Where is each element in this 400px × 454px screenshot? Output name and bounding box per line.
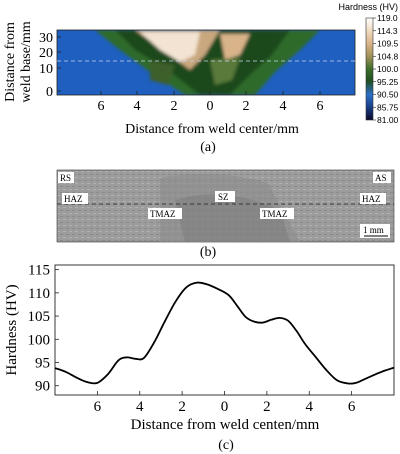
label-box-haz-right [360, 193, 386, 204]
heatmap-x-tick-label: 4 [134, 99, 141, 114]
colorbar-tick-label: 90.50 [377, 90, 399, 100]
heatmap-x-axis-label: Distance from weld center/mm [125, 122, 299, 137]
heatmap-y-tick-label: 20 [39, 46, 53, 61]
label-haz-right: HAZ [362, 194, 381, 204]
heatmap-x-tick-label: 4 [280, 99, 287, 114]
line-y-tick-label: 100 [28, 332, 51, 348]
nugget-shape [175, 194, 290, 242]
line-y-tick-label: 110 [28, 286, 50, 302]
label-tmaz-right: TMAZ [262, 209, 288, 219]
heatmap-x-tick-label: 6 [98, 99, 105, 114]
heatmap-y-tick-label: 30 [39, 31, 53, 46]
heatmap-field [57, 30, 355, 95]
colorbar-gradient [365, 17, 374, 121]
line-x-tick-label: 2 [263, 399, 271, 415]
label-box-sz [215, 191, 235, 202]
colorbar-tick-label: 114.3 [377, 26, 398, 36]
colorbar-tick-label: 104.8 [377, 51, 399, 61]
micrograph-caption: (b) [200, 245, 217, 260]
micrograph-panel: RS AS HAZ HAZ SZ TMAZ TMAZ 1 mm (b) [56, 169, 395, 260]
label-box-tmaz-left [148, 208, 182, 219]
colorbar: Hardness (HV) 119.0 114.3 109.5 104.8 100.0 9… [338, 2, 398, 125]
colorbar-title: Hardness (HV) [338, 2, 398, 12]
line-chart-y-axis-label: Hardness (HV) [4, 284, 20, 375]
label-box-as [373, 172, 391, 183]
scale-bar-box [360, 224, 390, 238]
line-x-tick-label: 4 [306, 399, 314, 415]
label-as: AS [375, 173, 387, 183]
colorbar-tick-label: 81.00 [377, 115, 399, 125]
scale-bar-label: 1 mm [363, 225, 384, 235]
label-tmaz-left: TMAZ [150, 209, 176, 219]
colorbar-tick-label: 100.0 [377, 64, 399, 74]
heatmap-y-axis-label-line2: weld base/mm [19, 21, 34, 102]
hardness-line [54, 281, 395, 385]
line-y-tick-label: 90 [35, 379, 50, 395]
line-chart-x-axis-label: Distance from weld centen/mm [131, 417, 320, 433]
label-rs: RS [60, 173, 71, 183]
heatmap-y-axis-label-line1: Distance from [3, 22, 18, 102]
colorbar-tick-label: 119.0 [377, 13, 398, 23]
line-y-tick-label: 105 [28, 309, 51, 325]
colorbar-tick-label: 85.75 [377, 102, 399, 112]
line-y-tick-label: 95 [35, 356, 50, 372]
colorbar-tick-label: 109.5 [377, 39, 399, 49]
line-y-tick-label: 115 [28, 263, 50, 279]
label-sz: SZ [218, 192, 229, 202]
label-box-rs [58, 172, 74, 183]
line-chart-caption: (c) [218, 438, 234, 453]
line-x-tick-label: 6 [94, 399, 102, 415]
heatmap-x-tick-label: 2 [243, 99, 250, 114]
label-box-tmaz-right [260, 208, 294, 219]
colorbar-tick-label: 95.25 [377, 77, 399, 87]
heatmap-x-tick-label: 6 [317, 99, 324, 114]
heatmap-y-tick-label: 0 [46, 85, 53, 100]
line-chart-panel: 90 95 100 105 110 115 6 4 2 0 2 4 6 Distance from w… [4, 263, 395, 453]
label-box-haz-left [62, 193, 88, 204]
line-x-tick-label: 4 [136, 399, 144, 415]
line-x-tick-label: 0 [221, 399, 229, 415]
line-x-tick-label: 6 [348, 399, 356, 415]
line-x-tick-label: 2 [178, 399, 186, 415]
heatmap-caption: (a) [200, 140, 216, 155]
heatmap-x-tick-label: 0 [207, 99, 214, 114]
heatmap-y-tick-label: 10 [39, 62, 53, 77]
label-haz-left: HAZ [64, 194, 83, 204]
heatmap-x-tick-label: 2 [171, 99, 178, 114]
